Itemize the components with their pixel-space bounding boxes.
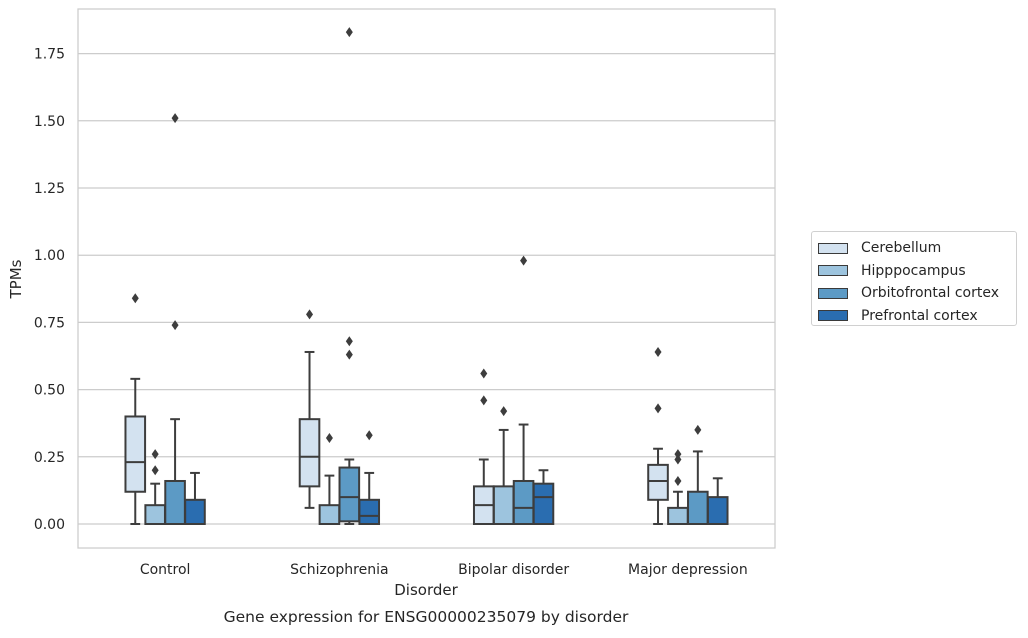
y-tick-label: 0.00 — [34, 517, 65, 533]
box-orbitofrontal-cortex — [687, 424, 709, 525]
box-body — [298, 418, 321, 488]
legend-item: Orbitofrontal cortex — [818, 282, 1016, 305]
y-axis-label: TPMs — [7, 259, 25, 299]
box-cerebellum — [472, 368, 495, 526]
y-tick-label: 1.25 — [34, 181, 65, 197]
box-body — [124, 415, 147, 493]
box-body — [706, 496, 729, 525]
legend-label: Orbitofrontal cortex — [861, 285, 999, 302]
box-body — [667, 506, 689, 526]
plot-frame — [77, 8, 776, 549]
legend-swatch — [818, 310, 848, 322]
box-body — [647, 463, 669, 501]
box-body — [492, 485, 515, 526]
box-orbitofrontal-cortex — [338, 27, 361, 525]
box-body — [164, 479, 186, 526]
box-body — [358, 498, 381, 526]
outlier-point — [480, 395, 488, 406]
outlier-point — [325, 432, 333, 443]
y-tick-label: 1.00 — [34, 248, 65, 264]
box-hipppocampus — [318, 432, 341, 525]
outlier-point — [345, 349, 353, 360]
y-tick-label: 0.25 — [34, 450, 65, 466]
outlier-point — [654, 403, 662, 414]
outlier-point — [480, 368, 488, 379]
box-orbitofrontal-cortex — [164, 113, 186, 526]
legend-label: Hipppocampus — [861, 262, 966, 279]
y-tick-label: 1.50 — [34, 114, 65, 130]
x-tick-label: Bipolar disorder — [458, 562, 569, 578]
outlier-point — [131, 293, 139, 304]
legend-item: Cerebellum — [818, 237, 1016, 260]
box-body — [318, 504, 341, 525]
outlier-point — [151, 449, 159, 460]
box-plot-marks — [124, 27, 729, 526]
outlier-point — [171, 320, 179, 331]
box-prefrontal-cortex — [358, 430, 381, 526]
box-prefrontal-cortex — [532, 469, 555, 525]
outlier-point — [520, 255, 528, 266]
outlier-point — [500, 406, 508, 417]
y-tick-label: 1.75 — [34, 47, 65, 63]
outlier-point — [171, 113, 179, 124]
chart-legend: Cerebellum Hipppocampus Orbitofrontal cort… — [811, 231, 1017, 326]
outlier-point — [674, 454, 682, 465]
legend-label: Prefrontal cortex — [861, 307, 978, 324]
box-hipppocampus — [144, 449, 166, 525]
box-cerebellum — [298, 309, 321, 509]
x-tick-label: Control — [140, 562, 191, 578]
box-body — [512, 479, 535, 526]
chart-title: Gene expression for ENSG00000235079 by d… — [224, 608, 629, 626]
legend-label: Cerebellum — [861, 240, 942, 257]
box-hipppocampus — [667, 449, 689, 526]
box-hipppocampus — [492, 406, 515, 526]
legend-item: Hipppocampus — [818, 260, 1016, 283]
legend-swatch — [818, 287, 848, 299]
legend-swatch — [818, 242, 848, 254]
outlier-point — [654, 346, 662, 357]
box-body — [687, 490, 709, 525]
outlier-point — [306, 309, 314, 320]
box-body — [338, 466, 361, 523]
x-tick-label: Major depression — [628, 562, 748, 578]
gridlines — [78, 52, 775, 525]
axis-ticks: 0.00 0.25 0.50 0.75 1.00 1.25 1.50 1.75 Control S… — [34, 47, 748, 578]
outlier-point — [674, 475, 682, 486]
outlier-point — [151, 465, 159, 476]
box-body — [144, 504, 166, 525]
y-tick-label: 0.50 — [34, 383, 65, 399]
box-body — [184, 498, 206, 526]
outlier-point — [345, 336, 353, 347]
outlier-point — [365, 430, 373, 441]
outlier-point — [345, 27, 353, 38]
x-axis-label: Disorder — [394, 581, 458, 599]
outlier-point — [674, 449, 682, 460]
box-prefrontal-cortex — [706, 477, 729, 525]
legend-swatch — [818, 265, 848, 277]
y-tick-label: 0.75 — [34, 315, 65, 331]
outlier-point — [694, 424, 702, 435]
legend-item: Prefrontal cortex — [818, 305, 1016, 328]
box-cerebellum — [647, 346, 669, 525]
box-prefrontal-cortex — [184, 471, 206, 526]
box-body — [532, 482, 555, 525]
box-cerebellum — [124, 293, 147, 525]
x-tick-label: Schizophrenia — [290, 562, 388, 578]
